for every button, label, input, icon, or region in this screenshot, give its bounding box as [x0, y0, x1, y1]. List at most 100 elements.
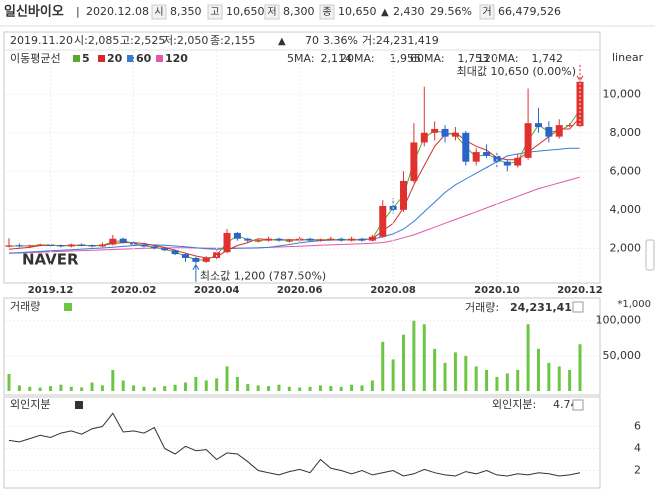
- volume-bar: [339, 386, 343, 391]
- candle-body: [109, 238, 117, 245]
- scroll-handle[interactable]: [645, 239, 655, 271]
- info-item: 고:2,525: [120, 34, 165, 47]
- ma-readout-value: 1,753: [458, 52, 490, 65]
- volume-bar: [49, 386, 53, 391]
- legend-label[interactable]: 120: [165, 52, 188, 65]
- volume-bar: [329, 386, 333, 391]
- header-date: 2020.12.08: [86, 5, 149, 18]
- x-tick-label: 2019.12: [28, 285, 74, 296]
- legend-swatch[interactable]: [156, 55, 163, 62]
- candle-body: [254, 240, 262, 242]
- ma-readout-value: 1,742: [532, 52, 564, 65]
- candle-body: [140, 244, 148, 247]
- x-tick-label: 2020.10: [474, 285, 520, 296]
- x-tick-label: 2020.04: [194, 285, 240, 296]
- legend-swatch[interactable]: [73, 55, 80, 62]
- volume-bar: [402, 334, 406, 391]
- candle-body: [233, 232, 241, 239]
- readout-label: 외인지분:: [492, 398, 536, 411]
- volume-bar: [59, 384, 63, 391]
- y-tick-label: 50,000: [603, 349, 642, 362]
- candle-body: [15, 245, 23, 247]
- candle-body: [379, 205, 387, 237]
- readout-value: 4.74: [553, 398, 578, 411]
- volume-bar: [578, 344, 582, 391]
- close-button[interactable]: [572, 301, 584, 313]
- info-arrow: ▲: [278, 36, 286, 47]
- candle-body: [119, 238, 127, 243]
- ma-line: [8, 147, 580, 254]
- candle-body: [26, 245, 34, 247]
- stock-name: 일신바이오: [4, 4, 64, 20]
- change-pct: 29.56%: [430, 5, 472, 18]
- legend-label[interactable]: 5: [82, 52, 90, 65]
- ma-readout-label: 20MA:: [340, 52, 375, 65]
- candle-body: [420, 132, 428, 143]
- volume-bar: [7, 373, 11, 391]
- candle-body: [358, 238, 366, 241]
- info-change-pct: 3.36%: [323, 34, 358, 47]
- close-button[interactable]: [572, 399, 584, 411]
- candle-body: [368, 236, 376, 241]
- ma-title: 이동평균선: [10, 52, 61, 65]
- scale-label: linear: [612, 51, 644, 64]
- volume-bar: [474, 366, 478, 391]
- candle-body: [36, 244, 44, 246]
- volume-bar: [318, 385, 322, 391]
- candle-body: [150, 246, 158, 249]
- legend-label[interactable]: 60: [136, 52, 152, 65]
- candle-body: [98, 244, 106, 247]
- foreign-line: [8, 412, 581, 477]
- field-icon: [207, 4, 223, 20]
- volume-bar: [38, 387, 42, 391]
- info-item: 종:2,155: [210, 34, 255, 47]
- legend-label[interactable]: 20: [107, 52, 123, 65]
- volume-bar: [495, 376, 499, 391]
- candle-body: [192, 257, 200, 262]
- candle-body: [400, 180, 408, 210]
- volume-bar: [381, 341, 385, 391]
- panel-swatch: [64, 303, 72, 311]
- candle-body: [265, 238, 273, 241]
- candle-body: [223, 232, 231, 253]
- volume-bar: [90, 382, 94, 391]
- y-tick-label: 100,000: [596, 314, 642, 327]
- candle-body: [493, 155, 501, 162]
- volume-bar: [568, 369, 572, 391]
- candle-body: [88, 245, 96, 247]
- volume-bar: [69, 386, 73, 391]
- panel-swatch: [75, 401, 83, 409]
- volume-bar: [391, 359, 395, 391]
- candle-body: [316, 239, 324, 241]
- volume-bar: [516, 369, 520, 391]
- candle-body: [285, 240, 293, 242]
- candle-body: [472, 152, 480, 162]
- candle-body: [171, 250, 179, 255]
- candle-body: [451, 132, 459, 137]
- change: 2,430: [393, 5, 425, 18]
- unit-label: *1,000: [617, 299, 651, 310]
- field-icon: [264, 4, 280, 20]
- x-tick-label: 2020.08: [370, 285, 416, 296]
- y-tick-label: 2,000: [610, 241, 642, 254]
- legend-swatch[interactable]: [127, 55, 134, 62]
- candle-body: [503, 161, 511, 166]
- info-volume: 거:24,231,419: [362, 34, 439, 47]
- volume-bar: [298, 387, 302, 391]
- candle-body: [57, 245, 65, 247]
- candle-body: [161, 248, 169, 251]
- candle-body: [431, 128, 439, 133]
- field-value: 8,350: [170, 5, 202, 18]
- candle-body: [327, 238, 335, 240]
- volume-bar: [194, 376, 198, 391]
- legend-swatch[interactable]: [98, 55, 105, 62]
- volume-bar: [235, 376, 239, 391]
- y-tick-label: 8,000: [610, 126, 642, 139]
- volume-label: 거: [482, 6, 491, 18]
- field-value: 10,650: [338, 5, 377, 18]
- volume-bar: [183, 382, 187, 391]
- x-tick-label: 2020.06: [277, 285, 323, 296]
- volume-bar: [485, 369, 489, 391]
- volume-bar: [215, 378, 219, 391]
- volume-bar: [277, 384, 281, 391]
